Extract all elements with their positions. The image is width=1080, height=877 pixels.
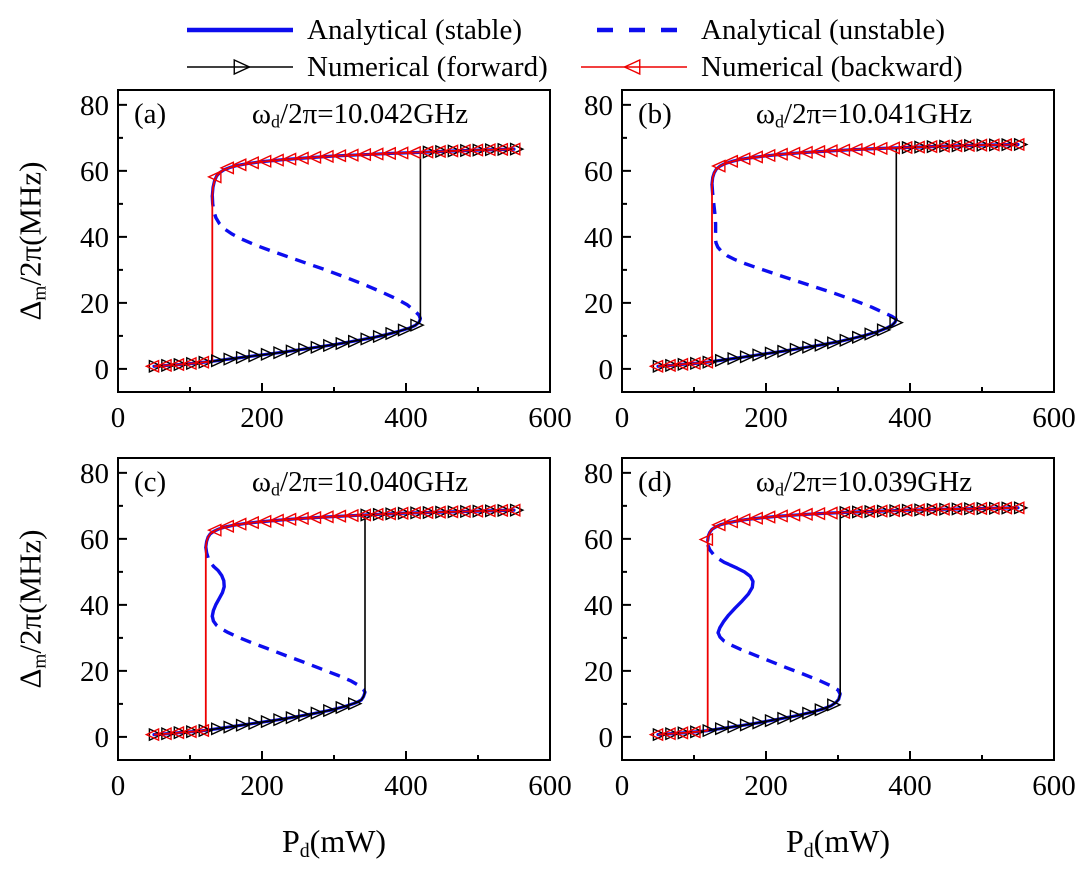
svg-text:80: 80 <box>80 458 109 490</box>
svg-text:40: 40 <box>80 590 109 622</box>
legend-label: Analytical (unstable) <box>701 13 945 46</box>
svg-text:400: 400 <box>384 770 428 802</box>
svg-text:0: 0 <box>599 722 614 754</box>
svg-text:600: 600 <box>528 402 572 434</box>
panel-c-label: (c) <box>134 466 167 498</box>
legend-item-analytical-unstable: Analytical (unstable) <box>577 12 945 48</box>
panel-b-plot: 0 200 400 600 0 20 40 60 80 <box>584 89 1076 434</box>
svg-text:40: 40 <box>584 590 613 622</box>
forward-triangle-line-sample-icon <box>187 58 293 76</box>
y-axis-title-row1: Δm/2π(MHz) <box>12 161 51 321</box>
panel-a-title: ωd/2π=10.042GHz <box>251 98 469 132</box>
svg-text:20: 20 <box>80 656 109 688</box>
svg-text:20: 20 <box>80 288 109 320</box>
svg-text:60: 60 <box>584 156 613 188</box>
svg-text:600: 600 <box>528 770 572 802</box>
svg-text:20: 20 <box>584 288 613 320</box>
legend-item-numerical-backward: Numerical (backward) <box>577 49 963 85</box>
panel-d-title: ωd/2π=10.039GHz <box>755 466 973 500</box>
svg-text:400: 400 <box>888 770 932 802</box>
legend-item-analytical-stable: Analytical (stable) <box>183 12 522 48</box>
svg-text:80: 80 <box>584 90 613 122</box>
panel-b-label: (b) <box>638 98 672 130</box>
analytical-stable-line-sample-icon <box>187 27 293 33</box>
svg-text:80: 80 <box>80 90 109 122</box>
svg-text:0: 0 <box>111 402 126 434</box>
legend-label: Numerical (backward) <box>701 50 963 83</box>
panel-d-label: (d) <box>638 466 672 498</box>
x-axis-title-left: Pd(mW) <box>281 823 387 862</box>
svg-text:0: 0 <box>615 402 630 434</box>
svg-text:40: 40 <box>584 222 613 254</box>
svg-text:20: 20 <box>584 656 613 688</box>
svg-text:200: 200 <box>744 402 788 434</box>
analytical-unstable-dashed-line-sample-icon <box>597 27 687 33</box>
legend-label: Numerical (forward) <box>307 50 548 83</box>
panel-c-plot: 0 200 400 600 0 20 40 60 80 <box>80 457 572 802</box>
panel-a-label: (a) <box>134 98 167 130</box>
svg-text:600: 600 <box>1032 770 1076 802</box>
svg-text:600: 600 <box>1032 402 1076 434</box>
panel-c-title: ωd/2π=10.040GHz <box>251 466 469 500</box>
panel-d-plot: 0 200 400 600 0 20 40 60 80 <box>584 457 1076 802</box>
svg-text:0: 0 <box>615 770 630 802</box>
panel-a-plot: 0 200 400 600 0 20 40 60 80 <box>80 89 572 434</box>
svg-text:400: 400 <box>384 402 428 434</box>
svg-text:0: 0 <box>95 722 110 754</box>
svg-text:200: 200 <box>240 770 284 802</box>
legend-item-numerical-forward: Numerical (forward) <box>183 49 548 85</box>
svg-text:60: 60 <box>80 156 109 188</box>
y-axis-title-row2: Δm/2π(MHz) <box>12 529 51 689</box>
svg-text:0: 0 <box>111 770 126 802</box>
x-axis-title-right: Pd(mW) <box>785 823 891 862</box>
backward-triangle-line-sample-icon <box>581 58 687 76</box>
svg-text:400: 400 <box>888 402 932 434</box>
svg-text:200: 200 <box>240 402 284 434</box>
svg-text:40: 40 <box>80 222 109 254</box>
legend-label: Analytical (stable) <box>307 13 522 46</box>
svg-text:0: 0 <box>599 354 614 386</box>
svg-text:60: 60 <box>80 524 109 556</box>
svg-text:80: 80 <box>584 458 613 490</box>
svg-text:60: 60 <box>584 524 613 556</box>
panel-b-title: ωd/2π=10.041GHz <box>755 98 973 132</box>
svg-text:0: 0 <box>95 354 110 386</box>
svg-text:200: 200 <box>744 770 788 802</box>
